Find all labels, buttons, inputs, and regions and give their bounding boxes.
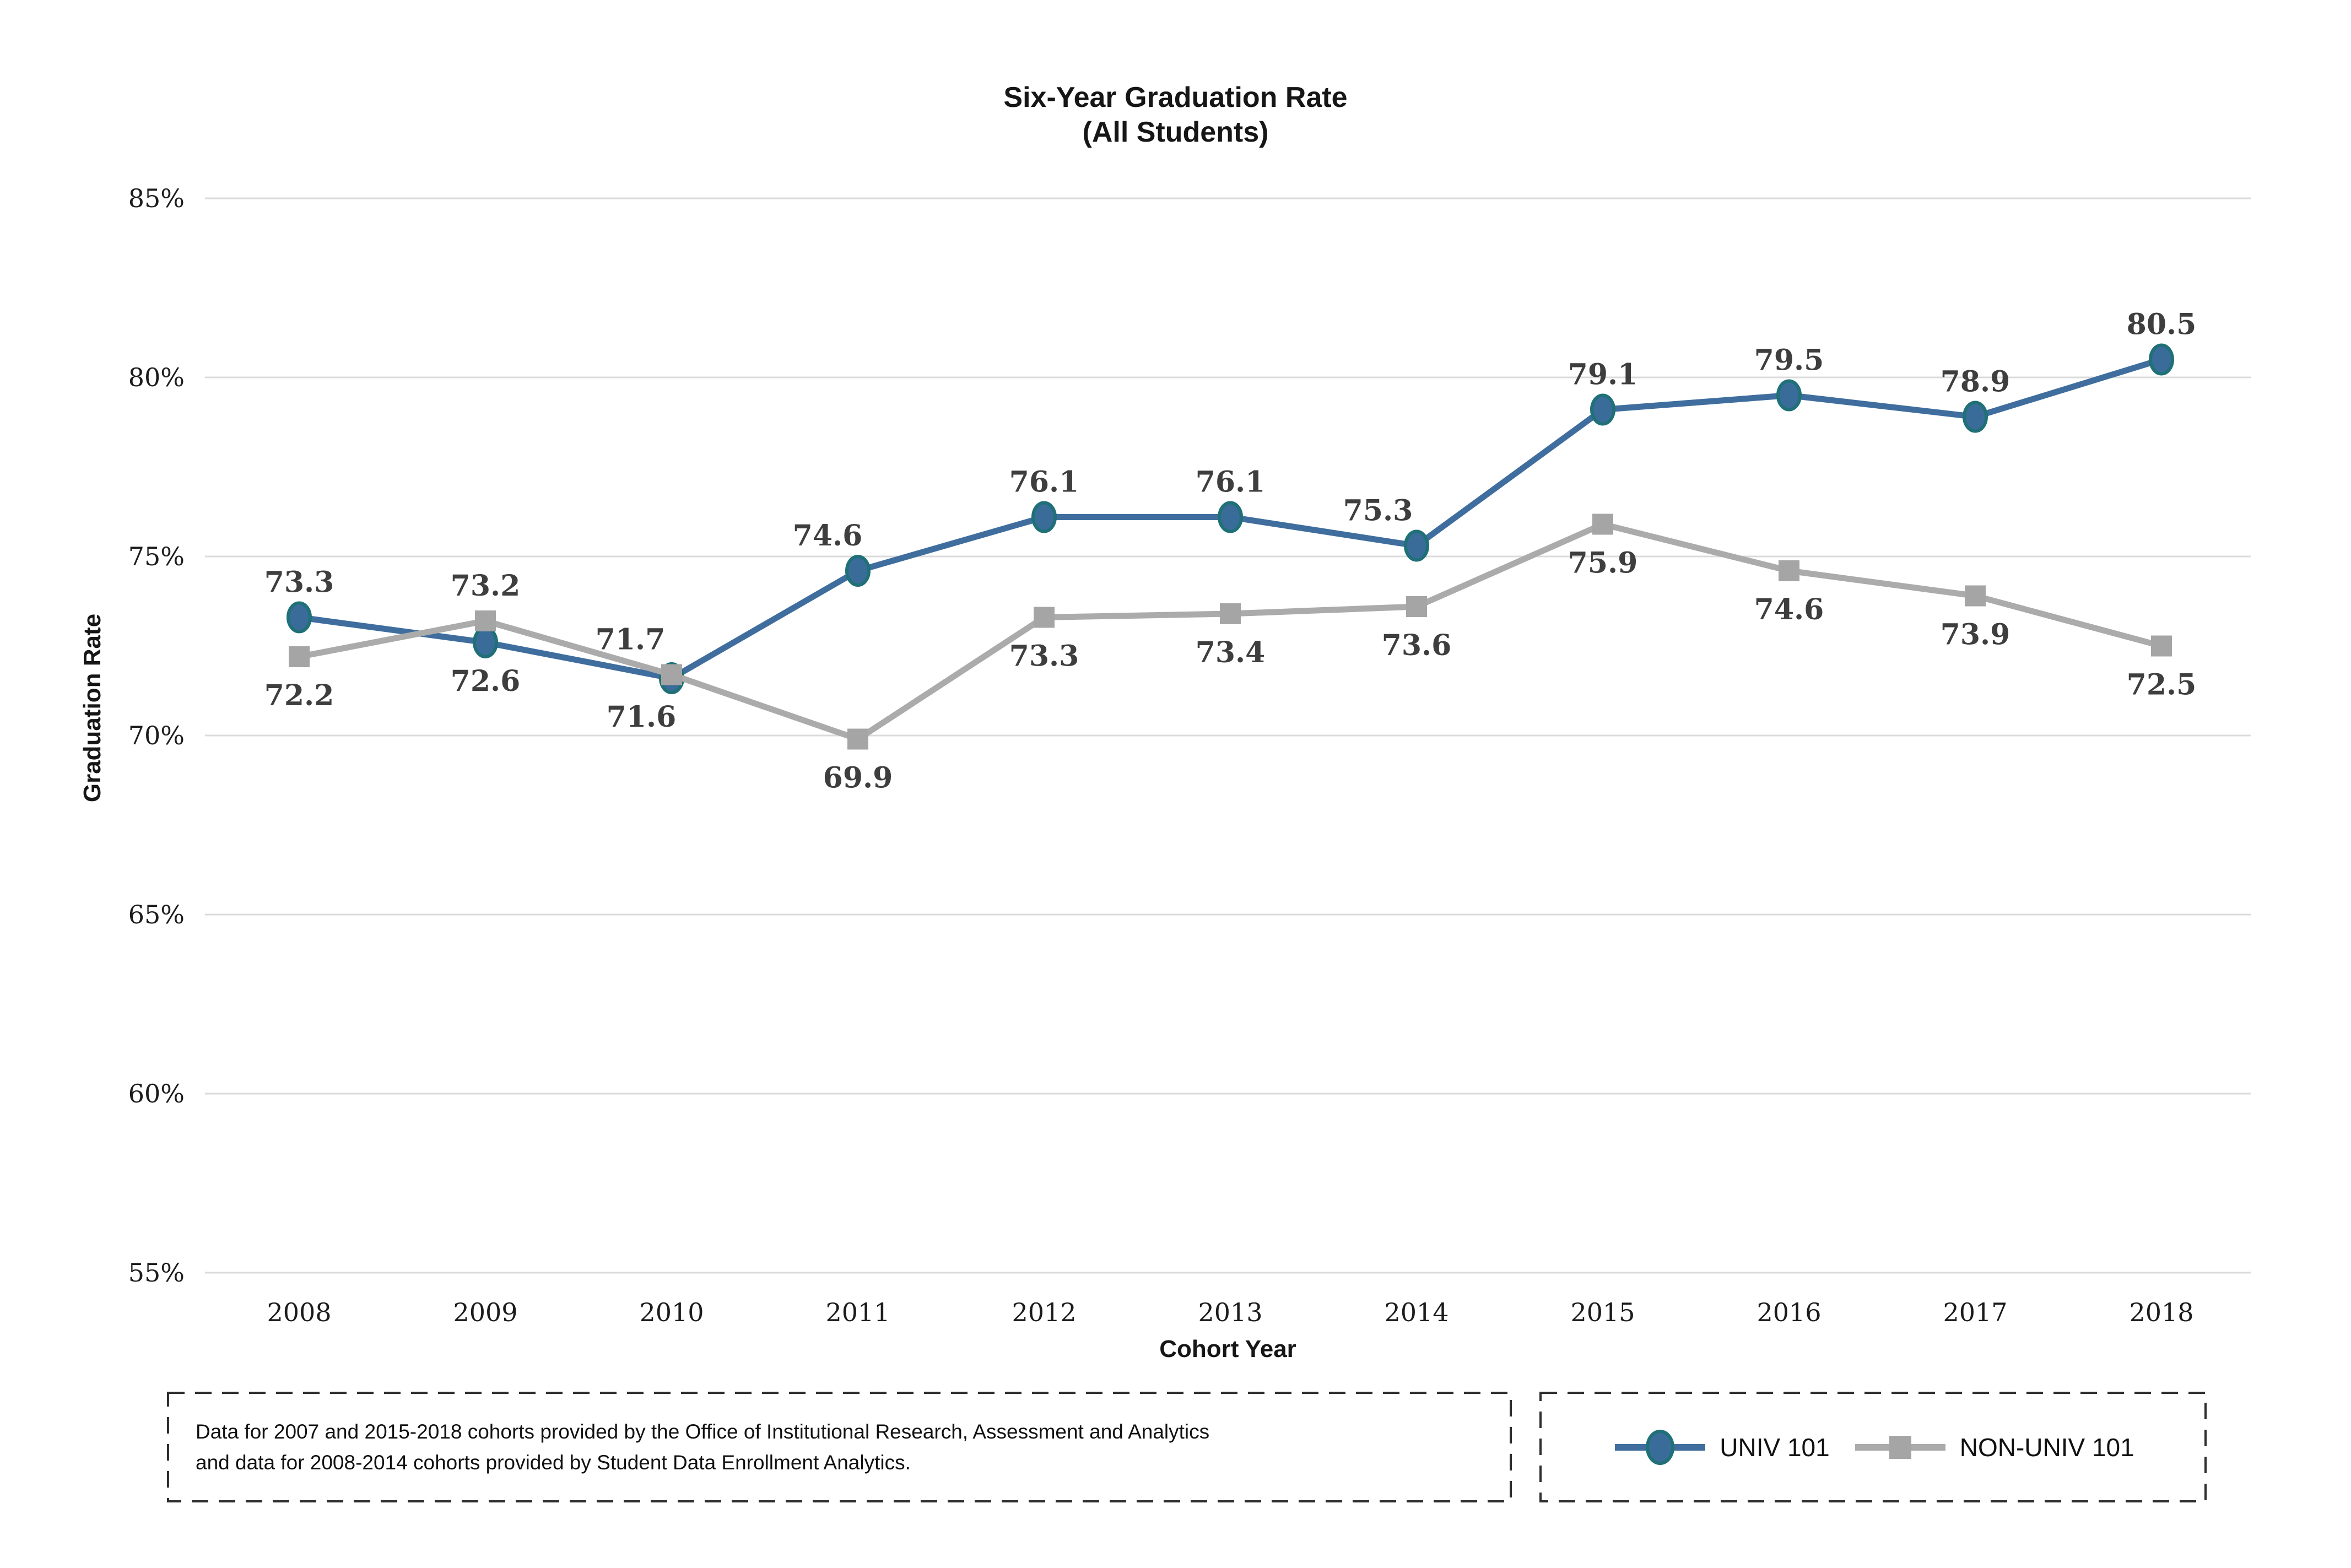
legend-label-non-univ-101: NON-UNIV 101: [1959, 1432, 2134, 1462]
x-axis-tick-labels: 2008 2009 2010 2011 2012 2013 2014 2015 2016 2017…: [267, 1297, 2193, 1327]
univ-101-value-label-2014: 75.3: [1343, 494, 1413, 528]
non-univ-101-marker-2018: [2151, 635, 2172, 657]
y-axis-tick-labels: 85% 80% 75% 70% 65% 60% 55%: [128, 183, 185, 1288]
series-non-univ-101: [289, 513, 2172, 750]
non-univ-101-value-label-2016: 74.6: [1754, 593, 1824, 626]
chart-title-line2: (All Students): [1082, 116, 1269, 149]
chart-title: Six-Year Graduation Rate (All Students): [0, 80, 2351, 150]
univ-101-value-label-2012: 76.1: [1009, 466, 1079, 499]
univ-101-marker-2016: [1776, 379, 1802, 412]
univ-101-marker-2011: [845, 555, 871, 587]
x-tick-label-2008: 2008: [267, 1297, 331, 1327]
footnote-box-dashed-border: [167, 1392, 1512, 1502]
x-tick-label-2011: 2011: [825, 1297, 890, 1327]
univ-101-value-label-2017: 78.9: [1941, 365, 2010, 399]
non-univ-101-marker-2014: [1406, 596, 1427, 617]
y-tick-label-85: 85%: [128, 183, 185, 213]
univ-101-value-label-2011: 74.6: [793, 519, 863, 553]
non-univ-101-value-label-2015: 75.9: [1568, 547, 1638, 580]
univ-101-marker-2009: [473, 626, 498, 658]
non-univ-101-value-label-2017: 73.9: [1941, 618, 2010, 652]
univ-101-marker-2017: [1963, 401, 1988, 433]
x-tick-label-2018: 2018: [2129, 1297, 2193, 1327]
x-axis-title: Cohort Year: [1159, 1335, 1296, 1362]
non-univ-101-marker-2015: [1592, 513, 1613, 535]
data-labels-univ-101: 73.3 72.6 71.6 74.6 76.1 76.1 75.3 79.1 79.5 78.9…: [264, 308, 2197, 734]
univ-101-value-label-2008: 73.3: [264, 566, 334, 599]
non-univ-101-value-label-2014: 73.6: [1382, 629, 1452, 662]
x-tick-label-2016: 2016: [1757, 1297, 1821, 1327]
non-univ-101-marker-2010: [661, 664, 682, 685]
y-tick-label-80: 80%: [128, 363, 185, 392]
x-tick-label-2015: 2015: [1570, 1297, 1635, 1327]
y-tick-label-55: 55%: [128, 1258, 185, 1288]
footnote-text: Data for 2007 and 2015-2018 cohorts prov…: [196, 1420, 1210, 1474]
non-univ-101-value-label-2008: 72.2: [264, 679, 334, 712]
y-tick-label-65: 65%: [128, 900, 185, 929]
univ-101-line-marker-icon: [1615, 1429, 1706, 1465]
univ-101-value-label-2016: 79.5: [1754, 344, 1824, 377]
non-univ-101-marker-2011: [847, 728, 868, 750]
univ-101-value-label-2015: 79.1: [1568, 358, 1638, 392]
univ-101-value-label-2013: 76.1: [1196, 466, 1266, 499]
legend-box-dashed-border: [1539, 1392, 2207, 1502]
chart-title-line1: Six-Year Graduation Rate: [1003, 82, 1348, 113]
non-univ-101-value-label-2010: 71.7: [596, 623, 666, 657]
non-univ-101-value-label-2009: 73.2: [451, 569, 521, 603]
univ-101-marker-2013: [1218, 501, 1243, 533]
x-tick-label-2013: 2013: [1198, 1297, 1262, 1327]
non-univ-101-marker-2013: [1220, 603, 1241, 624]
legend-label-univ-101: UNIV 101: [1720, 1432, 1830, 1462]
legend-item-non-univ-101: NON-UNIV 101: [1852, 1424, 2134, 1470]
data-labels-non-univ-101: 72.2 73.2 71.7 69.9 73.3 73.4 73.6 75.9 74.6 73.9…: [264, 547, 2197, 795]
non-univ-101-marker-2009: [475, 610, 496, 631]
non-univ-101-marker-2017: [1965, 585, 1986, 607]
univ-101-marker-2008: [287, 601, 312, 634]
x-tick-label-2010: 2010: [639, 1297, 704, 1327]
legend-box: UNIV 101 NON-UNIV 101: [1539, 1392, 2207, 1502]
non-univ-101-value-label-2013: 73.4: [1196, 636, 1266, 669]
univ-101-marker-2015: [1590, 393, 1615, 426]
y-tick-label-75: 75%: [128, 542, 185, 571]
x-tick-label-2014: 2014: [1384, 1297, 1449, 1327]
non-univ-101-value-label-2011: 69.9: [823, 761, 893, 795]
non-univ-101-value-label-2018: 72.5: [2127, 668, 2197, 702]
y-tick-label-70: 70%: [128, 721, 185, 750]
univ-101-value-label-2010: 71.6: [607, 700, 677, 734]
non-univ-101-line-marker-icon: [1855, 1435, 1945, 1459]
non-univ-101-value-label-2012: 73.3: [1009, 640, 1079, 673]
x-tick-label-2017: 2017: [1943, 1297, 2007, 1327]
univ-101-value-label-2018: 80.5: [2127, 308, 2197, 342]
non-univ-101-marker-2008: [289, 646, 310, 667]
non-univ-101-marker-2016: [1779, 560, 1799, 581]
series-univ-101: [287, 343, 2174, 694]
univ-101-marker-2018: [2149, 343, 2174, 376]
univ-101-marker-2014: [1404, 529, 1429, 562]
non-univ-101-marker-2012: [1034, 607, 1055, 628]
univ-101-marker-2012: [1031, 501, 1057, 533]
x-tick-label-2012: 2012: [1012, 1297, 1076, 1327]
univ-101-value-label-2009: 72.6: [451, 664, 521, 698]
y-tick-label-60: 60%: [128, 1079, 185, 1109]
footnote-box: Data for 2007 and 2015-2018 cohorts prov…: [167, 1392, 1512, 1502]
x-tick-label-2009: 2009: [453, 1297, 517, 1327]
legend-item-univ-101: UNIV 101: [1612, 1424, 1830, 1470]
gridlines: [205, 197, 2251, 1274]
